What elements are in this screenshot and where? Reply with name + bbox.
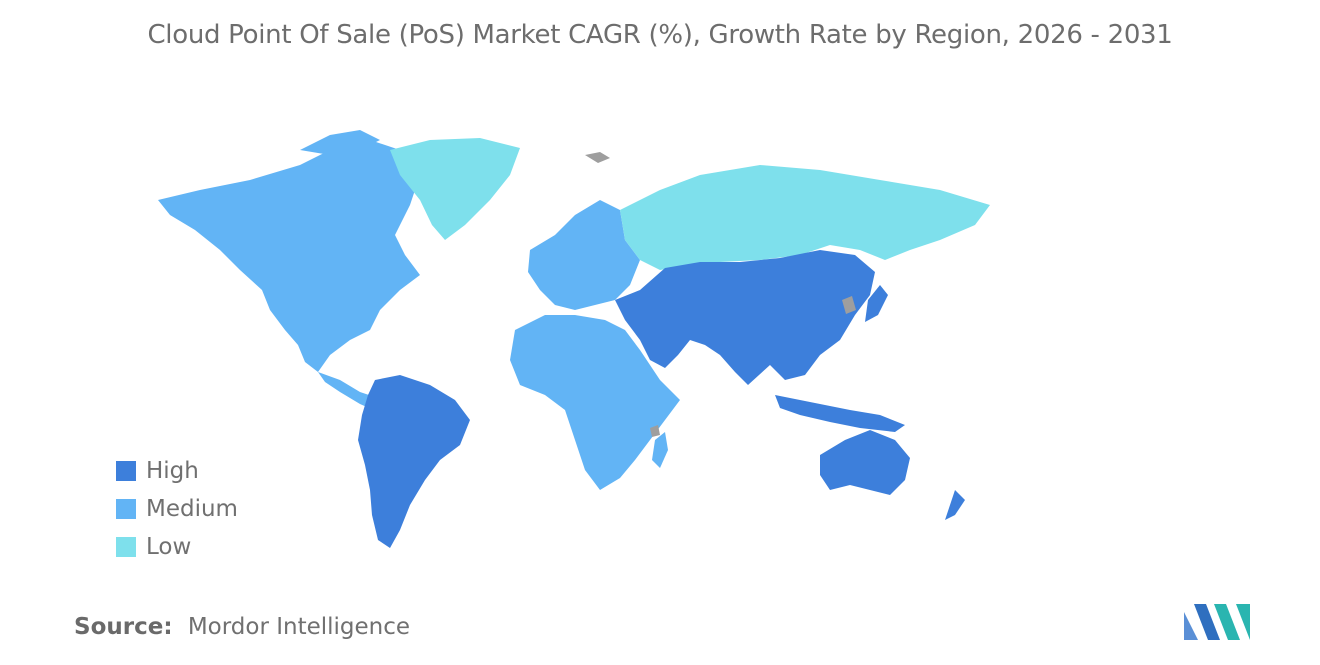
region-southeast-asia-islands [775,395,905,432]
region-no-data-east-africa [650,425,660,437]
mordor-intelligence-logo-icon [1184,604,1250,640]
legend-label-high: High [146,458,199,484]
map-title: Cloud Point Of Sale (PoS) Market CAGR (%… [147,20,1173,50]
legend-item-high: High [116,452,238,490]
region-north-america [158,140,420,372]
region-europe [528,200,640,310]
legend-item-medium: Medium [116,490,238,528]
region-africa [510,315,680,490]
region-greenland [390,138,520,240]
region-south-america [358,375,470,548]
region-canada-islands [300,130,380,155]
region-australia [820,430,910,495]
region-russia [620,165,990,270]
legend-item-low: Low [116,528,238,566]
region-madagascar [652,432,668,468]
region-no-data-korea [842,296,856,314]
source-line: Source: Mordor Intelligence [74,614,410,640]
legend-swatch-high [116,461,136,481]
legend-swatch-low [116,537,136,557]
legend-label-medium: Medium [146,496,238,522]
region-japan [865,285,888,322]
legend-label-low: Low [146,534,192,560]
legend-swatch-medium [116,499,136,519]
source-value: Mordor Intelligence [187,614,411,640]
region-new-zealand [945,490,965,520]
map-legend: High Medium Low [116,452,238,566]
region-asia-middle-east [615,250,875,385]
source-label: Source: [74,614,173,640]
region-no-data-arctic [585,152,610,163]
